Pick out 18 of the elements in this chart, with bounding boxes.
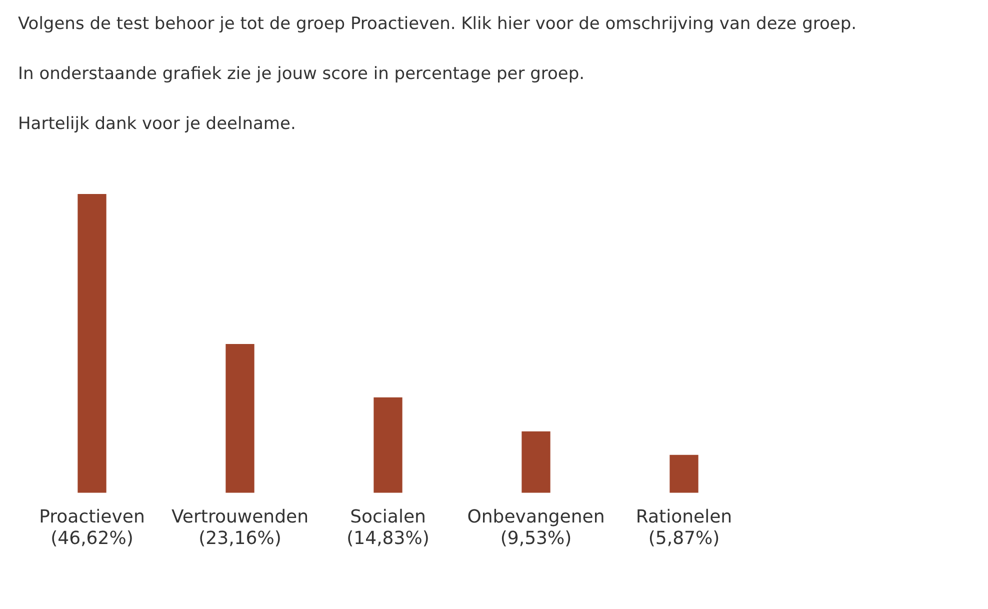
data-label: (46,62%) <box>50 528 134 549</box>
x-tick-label: Proactieven <box>39 506 145 528</box>
bar <box>78 194 106 493</box>
text: Hartelijk dank voor je deelname. <box>18 114 297 134</box>
bar <box>522 431 550 493</box>
chart-title: Volgens de test behoor je tot de groep Proactieven. Klik hier voor de omschrijving van deze groep. <box>18 14 858 34</box>
bar <box>226 344 254 493</box>
chart-subtitle: In onderstaande grafiek zie je jouw score in percentage per groep. <box>18 64 586 84</box>
data-label: (14,83%) <box>346 528 430 549</box>
bar <box>670 454 698 493</box>
x-tick-label: Socialen <box>350 506 426 528</box>
data-label: (5,87%) <box>648 528 720 549</box>
x-tick-label: Vertrouwenden <box>172 506 308 528</box>
x-tick-label: Rationelen <box>636 506 732 528</box>
x-tick-label: Onbevangenen <box>467 506 605 528</box>
bar <box>374 397 402 493</box>
data-label: (9,53%) <box>500 528 572 549</box>
data-label: (23,16%) <box>198 528 282 549</box>
